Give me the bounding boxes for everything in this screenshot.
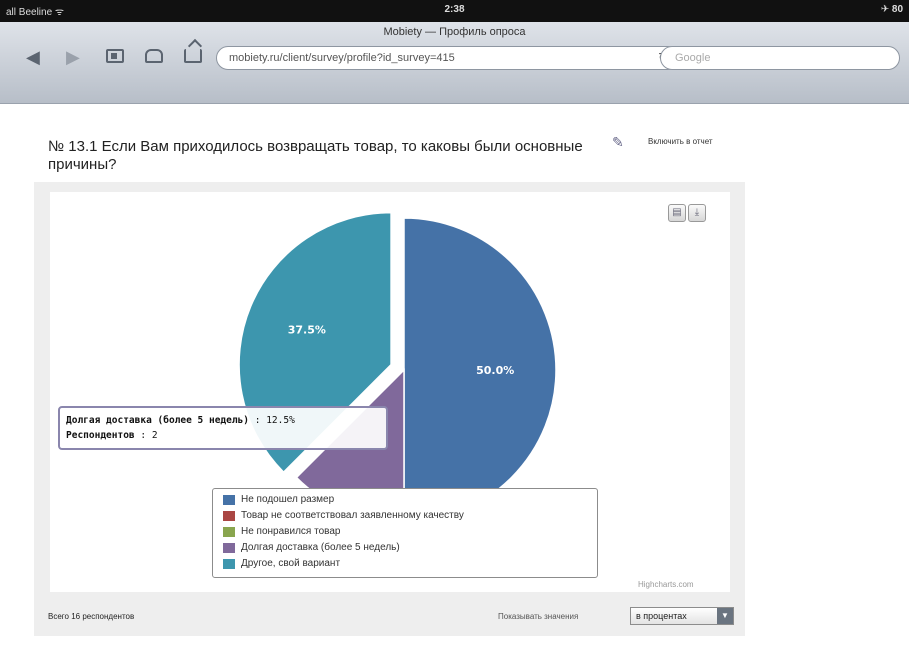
download-icon[interactable]: ⤓ — [688, 204, 706, 222]
highcharts-credits[interactable]: Highcharts.com — [638, 580, 694, 589]
question-title: № 13.1 Если Вам приходилось возвращать т… — [48, 138, 583, 173]
legend-item[interactable]: Другое, свой вариант — [223, 556, 587, 572]
legend-label: Не подошел размер — [241, 494, 335, 505]
values-mode-select[interactable]: в процентах ▼ — [630, 607, 734, 625]
search-input[interactable]: Google — [660, 46, 900, 70]
slice-data-label: 50.0% — [476, 364, 514, 377]
print-icon[interactable]: ▤ — [668, 204, 686, 222]
show-values-label: Показывать значения — [498, 612, 579, 621]
legend-item[interactable]: Не понравился товар — [223, 524, 587, 540]
legend-label: Товар не соответствовал заявленному каче… — [241, 510, 464, 521]
chevron-down-icon[interactable]: ▼ — [717, 608, 733, 624]
chart-legend: Не подошел размер Товар не соответствова… — [212, 488, 598, 578]
tooltip-respondents-label: Респондентов — [66, 430, 135, 441]
legend-swatch — [223, 543, 235, 553]
status-bar: all Beeline ᯤ 2:38 ✈ 80 — [0, 0, 909, 22]
legend-label: Не понравился товар — [241, 526, 341, 537]
legend-swatch — [223, 559, 235, 569]
legend-swatch — [223, 527, 235, 537]
legend-item[interactable]: Долгая доставка (более 5 недель) — [223, 540, 587, 556]
tooltip-percent: : 12.5% — [254, 415, 295, 426]
legend-label: Долгая доставка (более 5 недель) — [241, 542, 400, 553]
legend-swatch — [223, 495, 235, 505]
total-respondents: Всего 16 респондентов — [48, 612, 135, 621]
chart-tooltip: Долгая доставка (более 5 недель) : 12.5%… — [58, 406, 388, 450]
legend-swatch — [223, 511, 235, 521]
browser-toolbar: Mobiety — Профиль опроса ◀ ▶ mobiety.ru/… — [0, 22, 909, 104]
values-mode-value: в процентах — [636, 611, 687, 621]
tabs-icon[interactable] — [106, 49, 124, 63]
battery-indicator: ✈ 80 — [880, 4, 903, 15]
pin-icon[interactable]: ✎ — [612, 134, 624, 150]
share-icon[interactable] — [184, 49, 202, 63]
back-arrow-icon[interactable]: ◀ — [26, 47, 40, 67]
url-text: mobiety.ru/client/survey/profile?id_surv… — [229, 52, 455, 64]
include-in-report-link[interactable]: Включить в отчет — [648, 137, 713, 146]
page-title: Mobiety — Профиль опроса — [383, 26, 526, 38]
legend-label: Другое, свой вариант — [241, 558, 341, 569]
slice-data-label: 37.5% — [288, 324, 326, 337]
status-clock: 2:38 — [444, 4, 465, 15]
search-placeholder: Google — [675, 52, 711, 64]
tooltip-respondents-value: : 2 — [140, 430, 158, 441]
legend-item[interactable]: Не подошел размер — [223, 492, 587, 508]
bookmarks-icon[interactable] — [145, 49, 163, 63]
tooltip-series-name: Долгая доставка (более 5 недель) — [66, 415, 250, 426]
url-field[interactable]: mobiety.ru/client/survey/profile?id_surv… — [216, 46, 680, 70]
carrier-label: all Beeline ᯤ — [6, 7, 65, 18]
legend-item[interactable]: Товар не соответствовал заявленному каче… — [223, 508, 587, 524]
forward-arrow-icon[interactable]: ▶ — [66, 47, 80, 67]
